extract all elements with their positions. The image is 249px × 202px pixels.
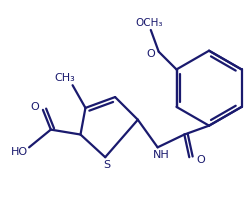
Text: CH₃: CH₃	[54, 73, 75, 83]
Text: OCH₃: OCH₃	[135, 18, 163, 28]
Text: O: O	[146, 49, 155, 59]
Text: NH: NH	[153, 150, 170, 160]
Text: S: S	[104, 160, 111, 170]
Text: O: O	[197, 155, 205, 165]
Text: HO: HO	[11, 147, 28, 157]
Text: O: O	[31, 102, 39, 112]
